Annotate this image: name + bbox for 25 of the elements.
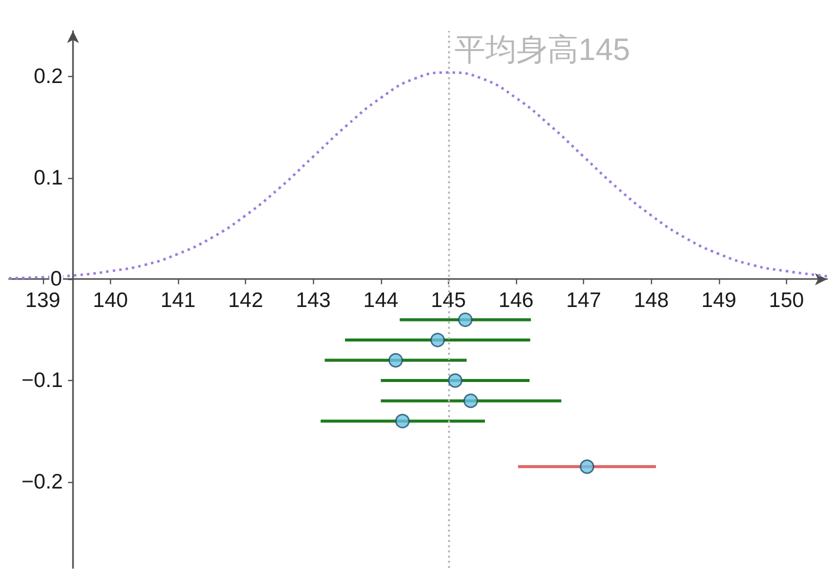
point [388, 353, 403, 368]
point [430, 332, 445, 348]
x-tick-label: 150 [768, 289, 804, 312]
y-tick-label: 0 [50, 268, 62, 291]
x-tick-label: 145 [430, 289, 466, 312]
x-tick-label: 140 [92, 289, 128, 312]
x-tick-label: 142 [228, 289, 264, 312]
y-tick-label: −0.1 [22, 369, 63, 392]
x-tick-label: 139 [25, 289, 60, 312]
point [395, 414, 410, 428]
point [458, 312, 473, 328]
point [580, 459, 594, 474]
y-tick-label: 0.1 [34, 166, 63, 190]
x-tick-label: 146 [498, 289, 534, 312]
x-tick-label: 144 [363, 289, 399, 312]
x-tick-label: 141 [160, 289, 196, 312]
x-tick-label: 143 [296, 289, 331, 312]
x-tick-label: 147 [566, 289, 602, 312]
ref-line-label: 平均身高145 [454, 32, 630, 67]
x-tick-label: 148 [634, 289, 669, 312]
point [448, 373, 462, 388]
x-tick-label: 149 [701, 289, 736, 312]
y-tick-label: −0.2 [22, 470, 63, 494]
y-tick-label: 0.2 [34, 65, 63, 88]
point [463, 394, 478, 408]
